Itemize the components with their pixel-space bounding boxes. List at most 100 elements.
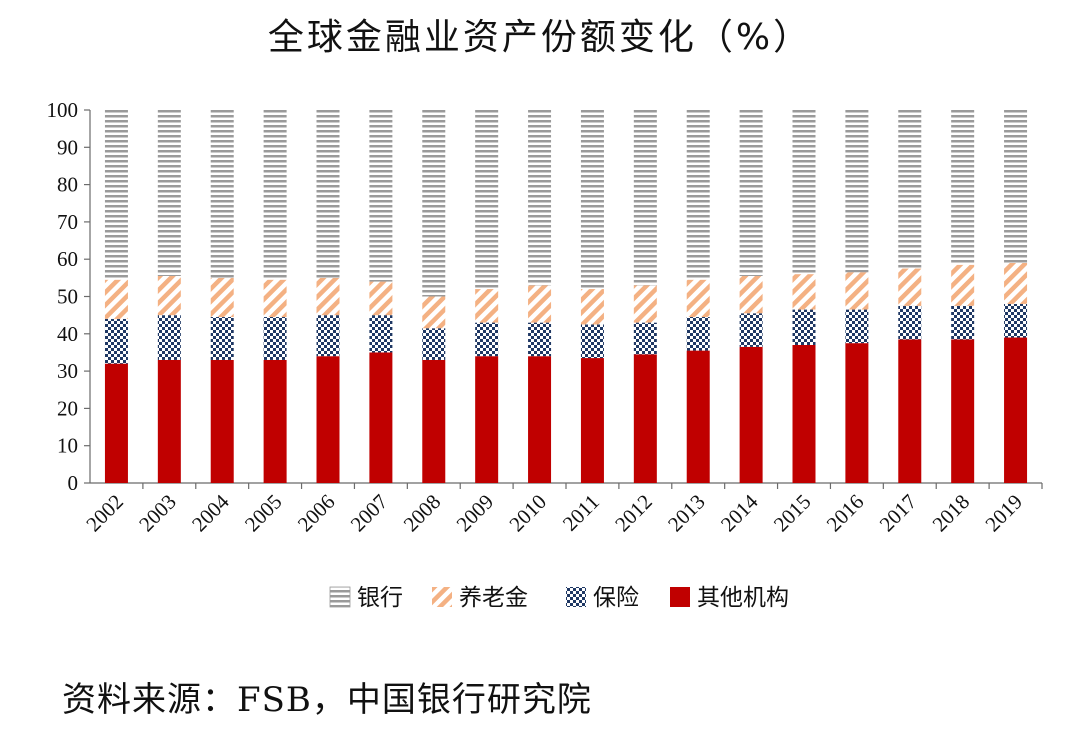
x-tick-label: 2019 xyxy=(980,490,1027,537)
bar-segment-2008-银行 xyxy=(422,110,446,297)
x-tick-label: 2012 xyxy=(610,490,657,537)
bar-segment-2019-其他机构 xyxy=(1004,337,1028,483)
y-tick-label: 30 xyxy=(57,359,78,383)
legend-swatch-保险 xyxy=(566,587,586,607)
bar-segment-2019-养老金 xyxy=(1004,262,1028,304)
bar-segment-2008-其他机构 xyxy=(422,359,446,483)
x-tick-label: 2008 xyxy=(399,490,446,537)
bar-segment-2004-银行 xyxy=(210,110,234,278)
bar-segment-2010-其他机构 xyxy=(528,356,552,483)
legend-swatch-其他机构 xyxy=(670,587,690,607)
bar-segment-2006-保险 xyxy=(316,315,340,357)
x-tick-label: 2013 xyxy=(663,490,710,537)
bar-segment-2014-养老金 xyxy=(739,275,763,314)
bar-segment-2004-其他机构 xyxy=(210,359,234,483)
x-tick-label: 2005 xyxy=(240,490,287,537)
bar-segment-2005-保险 xyxy=(263,317,287,360)
x-tick-label: 2014 xyxy=(716,489,763,536)
y-tick-label: 100 xyxy=(47,98,79,122)
bar-segment-2019-保险 xyxy=(1004,303,1028,338)
bar-segment-2017-其他机构 xyxy=(898,339,922,483)
bar-segment-2011-保险 xyxy=(580,324,604,359)
x-tick-label: 2002 xyxy=(81,490,128,537)
bar-segment-2017-养老金 xyxy=(898,268,922,306)
y-tick-label: 60 xyxy=(57,247,78,271)
bar-segment-2010-银行 xyxy=(528,110,552,286)
bar-segment-2008-保险 xyxy=(422,328,446,360)
bar-segment-2018-银行 xyxy=(951,110,975,265)
bar-segment-2012-银行 xyxy=(633,110,657,286)
bar-segment-2008-养老金 xyxy=(422,296,446,329)
bar-segment-2016-其他机构 xyxy=(845,343,869,483)
bar-segment-2002-保险 xyxy=(104,318,128,364)
bar-segment-2003-银行 xyxy=(157,110,181,276)
bar-segment-2006-养老金 xyxy=(316,277,340,316)
x-tick-label: 2015 xyxy=(769,490,816,537)
x-tick-label: 2004 xyxy=(187,489,234,536)
bar-segment-2006-银行 xyxy=(316,110,340,278)
bar-segment-2007-养老金 xyxy=(369,281,393,316)
bar-segment-2003-其他机构 xyxy=(157,359,181,483)
chart-title: 全球金融业资产份额变化（%） xyxy=(267,17,813,58)
bar-segment-2017-银行 xyxy=(898,110,922,269)
bar-segment-2015-养老金 xyxy=(792,274,816,310)
bar-segment-2015-其他机构 xyxy=(792,344,816,483)
bar-segment-2005-养老金 xyxy=(263,279,287,318)
bar-segment-2004-养老金 xyxy=(210,277,234,318)
legend-swatch-养老金 xyxy=(432,587,452,607)
bar-segment-2003-养老金 xyxy=(157,275,181,316)
bar-segment-2017-保险 xyxy=(898,305,922,340)
bar-segment-2002-养老金 xyxy=(104,279,128,319)
x-tick-label: 2017 xyxy=(875,490,922,537)
y-tick-label: 80 xyxy=(57,173,78,197)
bar-segment-2009-银行 xyxy=(475,110,499,290)
bar-segment-2018-其他机构 xyxy=(951,339,975,483)
bar-segment-2013-保险 xyxy=(686,317,710,351)
y-tick-label: 70 xyxy=(57,210,78,234)
bar-segment-2007-保险 xyxy=(369,315,393,353)
legend-label-银行: 银行 xyxy=(357,585,403,611)
x-tick-label: 2018 xyxy=(928,490,975,537)
bar-segment-2010-保险 xyxy=(528,322,552,357)
bar-segment-2012-其他机构 xyxy=(633,354,657,483)
bar-segment-2019-银行 xyxy=(1004,110,1028,263)
bar-segment-2015-保险 xyxy=(792,309,816,345)
bar-segment-2014-银行 xyxy=(739,110,763,276)
bar-segment-2005-银行 xyxy=(263,110,287,280)
y-tick-label: 0 xyxy=(68,471,79,495)
bar-segment-2007-其他机构 xyxy=(369,352,393,483)
bar-segment-2009-保险 xyxy=(475,322,499,357)
bar-segment-2016-保险 xyxy=(845,309,869,344)
legend-label-其他机构: 其他机构 xyxy=(697,585,789,611)
legend-label-保险: 保险 xyxy=(593,585,639,611)
bar-segment-2015-银行 xyxy=(792,110,816,275)
bar-segment-2011-银行 xyxy=(580,110,604,290)
bar-segment-2018-养老金 xyxy=(951,264,975,306)
bar-segment-2006-其他机构 xyxy=(316,356,340,483)
bar-segment-2002-其他机构 xyxy=(104,363,128,483)
bar-segment-2004-保险 xyxy=(210,317,234,360)
bar-segment-2016-银行 xyxy=(845,110,869,273)
bar-segment-2009-养老金 xyxy=(475,289,499,323)
y-tick-label: 20 xyxy=(57,396,78,420)
bar-segment-2011-养老金 xyxy=(580,289,604,325)
bar-segment-2007-银行 xyxy=(369,110,393,282)
bar-segment-2016-养老金 xyxy=(845,272,869,310)
bar-segment-2010-养老金 xyxy=(528,285,552,323)
x-tick-label: 2011 xyxy=(558,490,604,536)
bar-segment-2013-银行 xyxy=(686,110,710,280)
bar-segment-2014-保险 xyxy=(739,313,763,347)
bar-segment-2011-其他机构 xyxy=(580,358,604,483)
bar-segment-2018-保险 xyxy=(951,305,975,340)
bar-segment-2003-保险 xyxy=(157,315,181,360)
bar-segment-2013-其他机构 xyxy=(686,350,710,483)
legend-swatch-银行 xyxy=(329,586,351,608)
bar-segment-2005-其他机构 xyxy=(263,359,287,483)
y-tick-label: 50 xyxy=(57,285,78,309)
bar-segment-2014-其他机构 xyxy=(739,346,763,483)
bar-segment-2002-银行 xyxy=(104,110,128,280)
bar-segment-2012-保险 xyxy=(633,322,657,355)
y-tick-label: 40 xyxy=(57,322,78,346)
y-tick-label: 90 xyxy=(57,135,78,159)
legend-label-养老金: 养老金 xyxy=(459,585,528,611)
